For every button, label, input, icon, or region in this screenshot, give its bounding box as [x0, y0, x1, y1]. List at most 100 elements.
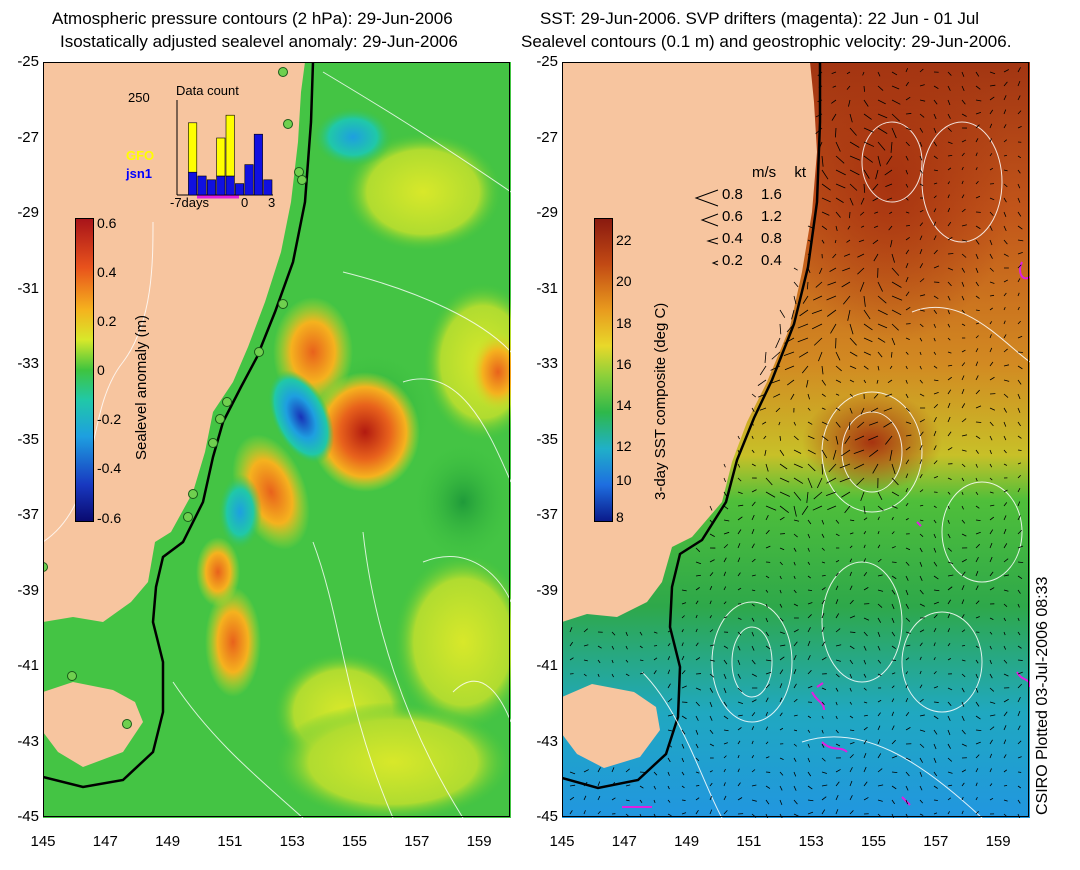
velocity-arrow: [961, 782, 965, 787]
velocity-arrow: [884, 169, 893, 176]
velocity-arrow: [835, 585, 839, 591]
velocity-arrow: [876, 379, 879, 384]
velocity-arrow: [709, 586, 713, 591]
velocity-arrow: [849, 558, 853, 563]
velocity-arrow: [723, 795, 727, 801]
velocity-arrow: [905, 561, 910, 566]
velocity-arrow: [919, 278, 925, 283]
velocity-arrow: [874, 211, 879, 214]
sst-map: [562, 62, 1030, 818]
velocity-arrow: [751, 699, 757, 703]
velocity-arrow: [807, 799, 814, 802]
velocity-arrow: [905, 407, 910, 412]
velocity-arrow: [807, 757, 811, 763]
velocity-arrow: [807, 463, 816, 472]
velocity-arrow: [877, 127, 888, 134]
velocity-arrow: [765, 529, 770, 535]
velocity-arrow: [891, 739, 896, 745]
velocity-arrow: [889, 449, 893, 461]
velocity-arrow: [919, 222, 924, 227]
velocity-arrow: [905, 393, 909, 399]
velocity-arrow: [1003, 124, 1007, 129]
velocity-arrow: [947, 402, 951, 409]
legend-ms-2: 0.6: [722, 208, 743, 225]
velocity-arrow: [779, 757, 784, 760]
velocity-arrow: [933, 113, 937, 120]
velocity-arrow: [975, 543, 981, 549]
velocity-arrow: [806, 379, 809, 388]
velocity-arrow: [723, 531, 730, 535]
velocity-arrow: [765, 477, 773, 486]
velocity-arrow: [919, 235, 923, 241]
velocity-arrow: [821, 771, 828, 774]
velocity-arrow: [779, 683, 783, 689]
velocity-arrow: [975, 673, 979, 679]
velocity-arrow: [1003, 307, 1006, 311]
left-y-tick-label: -45: [17, 808, 39, 825]
velocity-arrow: [846, 71, 851, 75]
left-x-tick-label: 157: [404, 833, 430, 850]
velocity-arrow: [905, 446, 911, 451]
velocity-arrow: [765, 785, 771, 789]
velocity-arrow: [653, 785, 657, 790]
velocity-arrow: [905, 306, 911, 311]
velocity-arrow: [989, 334, 992, 339]
velocity-arrow: [723, 645, 729, 649]
velocity-arrow: [1017, 379, 1022, 385]
velocity-arrow: [681, 615, 685, 619]
velocity-arrow: [905, 684, 908, 689]
velocity-arrow: [843, 295, 851, 305]
velocity-arrow: [751, 489, 757, 493]
velocity-arrow: [886, 155, 893, 165]
velocity-arrow: [723, 810, 728, 815]
velocity-arrow: [989, 167, 994, 171]
velocity-arrow: [807, 743, 810, 748]
velocity-arrow: [891, 516, 894, 521]
velocity-arrow: [815, 127, 823, 135]
velocity-arrow: [758, 393, 767, 398]
velocity-arrow: [821, 574, 826, 577]
velocity-arrow: [989, 739, 993, 745]
velocity-arrow: [961, 559, 967, 563]
velocity-arrow: [793, 561, 796, 566]
velocity-arrow: [1003, 154, 1008, 157]
sst-tick-5: 14: [616, 397, 632, 413]
velocity-arrow: [947, 574, 954, 577]
inset-bar-jsn1: [263, 179, 273, 196]
velocity-arrow: [975, 570, 979, 577]
velocity-arrow: [1003, 502, 1008, 507]
velocity-arrow: [1003, 139, 1008, 143]
velocity-arrow: [611, 631, 616, 636]
velocity-arrow: [989, 123, 993, 129]
velocity-arrow: [611, 797, 616, 801]
velocity-arrow: [1017, 155, 1022, 159]
velocity-arrow: [723, 616, 728, 619]
velocity-arrow: [989, 587, 995, 591]
velocity-arrow: [821, 599, 825, 605]
velocity-arrow: [919, 445, 923, 451]
velocity-arrow: [961, 796, 964, 801]
velocity-arrow: [835, 197, 844, 203]
velocity-arrow: [831, 113, 837, 121]
velocity-arrow: [877, 516, 880, 521]
velocity-arrow: [877, 155, 881, 167]
velocity-arrow: [905, 589, 909, 596]
velocity-arrow: [933, 99, 938, 105]
left-y-tick-label: -37: [17, 506, 39, 523]
velocity-arrow: [723, 742, 728, 745]
velocity-arrow: [854, 435, 865, 441]
velocity-arrow: [737, 755, 740, 759]
velocity-arrow: [807, 449, 816, 455]
velocity-arrow: [793, 641, 798, 647]
velocity-arrow: [779, 491, 790, 497]
sst-colorbar: [594, 218, 613, 522]
velocity-arrow: [611, 767, 615, 773]
velocity-arrow: [681, 670, 686, 675]
velocity-arrow: [625, 768, 630, 773]
velocity-arrow: [989, 701, 996, 704]
velocity-arrow: [989, 267, 994, 272]
velocity-arrow: [807, 435, 815, 440]
velocity-arrow: [849, 687, 852, 692]
velocity-arrow: [989, 617, 994, 620]
velocity-arrow: [863, 113, 872, 120]
